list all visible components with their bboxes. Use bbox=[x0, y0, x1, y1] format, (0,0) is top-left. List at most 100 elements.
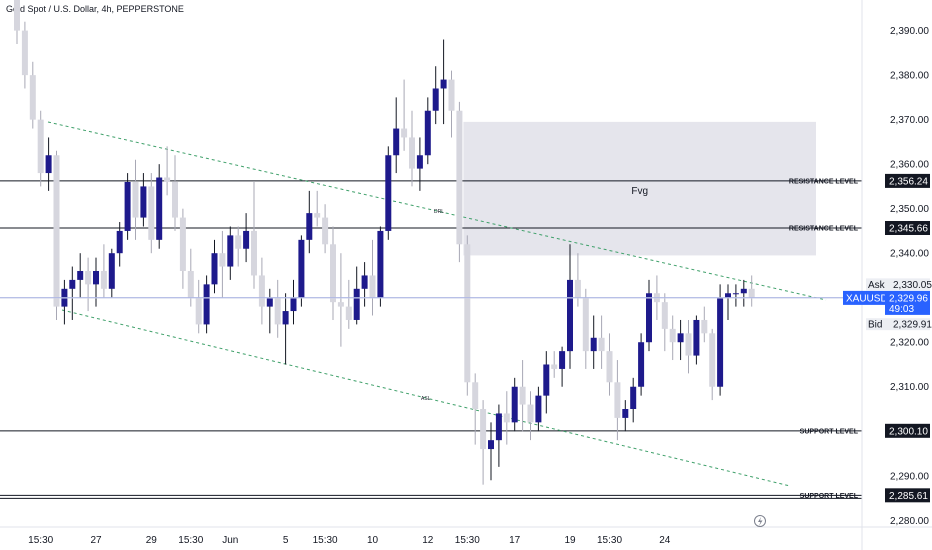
candle-body bbox=[361, 275, 368, 289]
candle-body bbox=[243, 230, 250, 249]
candle-body bbox=[69, 279, 76, 289]
candle-body bbox=[543, 364, 550, 396]
candle-body bbox=[630, 386, 637, 409]
y-tick-label: 2,360.00 bbox=[890, 160, 929, 171]
level-label: SUPPORT LEVEL bbox=[800, 493, 859, 500]
candle-body bbox=[606, 351, 613, 383]
y-tick-label: 2,380.00 bbox=[890, 71, 929, 82]
candle-body bbox=[353, 288, 360, 320]
candle-body bbox=[432, 88, 439, 111]
level-lines: RESISTANCE LEVEL RESISTANCE LEVEL SUPPORT … bbox=[0, 178, 862, 500]
candle-body bbox=[582, 297, 589, 352]
candle-body bbox=[298, 239, 305, 298]
candle-body bbox=[322, 217, 329, 245]
candle-body bbox=[748, 288, 755, 298]
candle-body bbox=[709, 333, 716, 387]
x-tick-label: 12 bbox=[422, 535, 434, 546]
candle-body bbox=[598, 337, 605, 352]
fvg-zone[interactable] bbox=[463, 121, 816, 256]
level-label: RESISTANCE LEVEL bbox=[789, 225, 859, 232]
candle-body bbox=[172, 181, 178, 218]
symbol-label: XAUUSD bbox=[846, 293, 888, 304]
candle-body bbox=[290, 297, 297, 312]
bid-label: Bid bbox=[868, 320, 882, 331]
y-tick-label: 2,340.00 bbox=[890, 249, 929, 260]
y-tick-label: 2,390.00 bbox=[890, 26, 929, 37]
candle-body bbox=[227, 235, 234, 267]
candle-body bbox=[108, 253, 115, 289]
candle-body bbox=[685, 333, 692, 356]
candle-body bbox=[503, 413, 510, 423]
candle-body bbox=[251, 230, 257, 276]
candle-body bbox=[424, 110, 431, 156]
candle-body bbox=[646, 293, 652, 343]
level-price-value: 2,356.24 bbox=[889, 176, 928, 187]
candle-body bbox=[211, 253, 218, 285]
candle-body bbox=[116, 230, 123, 254]
candle-body bbox=[314, 213, 321, 218]
candle-body bbox=[448, 79, 455, 111]
level-price-value: 2,285.61 bbox=[889, 491, 928, 502]
candle-body bbox=[37, 119, 44, 174]
x-tick-label: 15:30 bbox=[597, 535, 622, 546]
candles bbox=[14, 0, 755, 485]
candle-body bbox=[385, 155, 392, 231]
current-price: 2,329.96 bbox=[889, 293, 928, 304]
x-tick-label: 10 bbox=[367, 535, 379, 546]
y-tick-label: 2,350.00 bbox=[890, 204, 929, 215]
candle-body bbox=[306, 213, 313, 240]
candle-body bbox=[369, 275, 376, 298]
candle-body bbox=[574, 279, 581, 298]
candle-body bbox=[179, 217, 186, 271]
level-price-tag bbox=[885, 173, 930, 188]
candle-body bbox=[440, 79, 447, 89]
candle-body bbox=[345, 306, 352, 320]
candle-body bbox=[164, 177, 171, 182]
x-tick-label: 5 bbox=[283, 535, 289, 546]
candle-body bbox=[258, 275, 265, 307]
candle-body bbox=[701, 319, 708, 334]
candle-body bbox=[266, 297, 273, 307]
candle-body bbox=[187, 271, 194, 298]
candle-body bbox=[377, 230, 384, 298]
candle-body bbox=[527, 404, 534, 423]
candle-body bbox=[677, 333, 684, 343]
candle-body bbox=[464, 244, 471, 383]
x-tick-label: 15:30 bbox=[178, 535, 203, 546]
chart-title: Gold Spot / U.S. Dollar, 4h, PEPPERSTONE bbox=[6, 4, 184, 14]
bolt-icon[interactable] bbox=[754, 515, 766, 527]
level-price-tag bbox=[885, 423, 930, 438]
candle-body bbox=[416, 155, 423, 169]
candle-body bbox=[590, 337, 597, 352]
candle-body bbox=[93, 271, 99, 285]
bolt-icon-ring bbox=[754, 515, 766, 527]
candle-body bbox=[622, 409, 629, 418]
candle-body bbox=[235, 235, 242, 249]
candle-body bbox=[661, 302, 668, 329]
level-price-tag bbox=[885, 220, 930, 235]
candle-body bbox=[274, 297, 281, 325]
candle-body bbox=[53, 155, 60, 307]
ask-label: Ask bbox=[868, 280, 886, 291]
candle-body bbox=[693, 319, 700, 356]
y-tick-label: 2,290.00 bbox=[890, 471, 929, 482]
candle-body bbox=[124, 181, 131, 231]
countdown: 49:03 bbox=[889, 304, 914, 315]
candle-body bbox=[282, 311, 289, 325]
y-tick-label: 2,370.00 bbox=[890, 115, 929, 126]
level-label: RESISTANCE LEVEL bbox=[789, 178, 859, 185]
y-tick-label: 2,320.00 bbox=[890, 338, 929, 349]
candle-body bbox=[77, 271, 84, 280]
candle-body bbox=[717, 297, 724, 387]
candle-body bbox=[85, 271, 92, 285]
candle-body bbox=[551, 364, 558, 369]
level-price-value: 2,300.10 bbox=[889, 426, 928, 437]
candle-body bbox=[203, 284, 210, 325]
candle-body bbox=[29, 75, 36, 120]
candle-body bbox=[638, 342, 645, 387]
x-tick-label: 24 bbox=[659, 535, 671, 546]
y-tick-label: 2,280.00 bbox=[890, 516, 929, 527]
candle-body bbox=[219, 253, 226, 267]
